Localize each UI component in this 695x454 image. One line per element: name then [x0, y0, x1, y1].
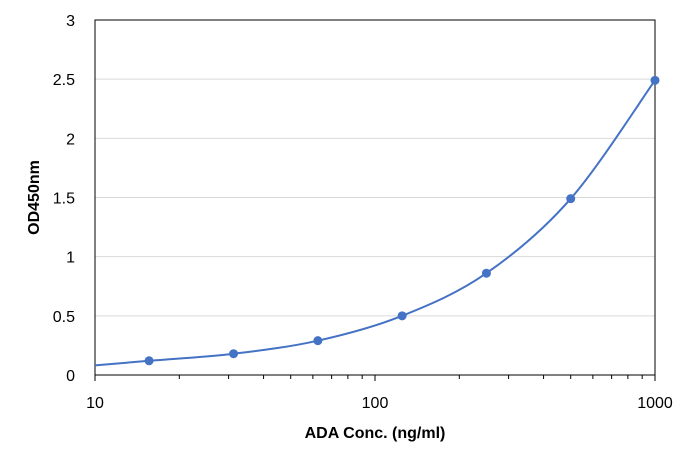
y-tick-label: 2: [66, 131, 75, 148]
x-tick-label: 10: [86, 395, 104, 412]
standard-curve-line: [94, 79, 656, 367]
y-tick-label: 1: [66, 250, 75, 267]
x-axis-title: ADA Conc. (ng/ml): [305, 425, 446, 442]
y-tick-label: 1.5: [53, 191, 75, 208]
x-tick-label: 100: [362, 395, 389, 412]
y-tick-label: 0.5: [53, 309, 75, 326]
data-point: [566, 194, 576, 204]
data-point: [313, 336, 323, 346]
data-point: [481, 268, 491, 278]
data-point: [144, 356, 154, 366]
y-axis-title: OD450nm: [26, 160, 43, 235]
data-point: [229, 349, 239, 359]
data-point: [650, 75, 660, 85]
curve-layer: [94, 79, 656, 367]
data-point: [397, 311, 407, 321]
y-tick-label: 0: [66, 368, 75, 385]
y-tick-label: 2.5: [53, 72, 75, 89]
x-axis-ticks: 10 100 1000: [86, 375, 673, 412]
data-points: [144, 75, 660, 366]
gridlines: [95, 78, 655, 317]
x-tick-label: 1000: [637, 395, 673, 412]
y-axis-ticks: 0 0.5 1 1.5 2 2.5 3: [53, 13, 75, 385]
y-tick-label: 3: [66, 13, 75, 30]
